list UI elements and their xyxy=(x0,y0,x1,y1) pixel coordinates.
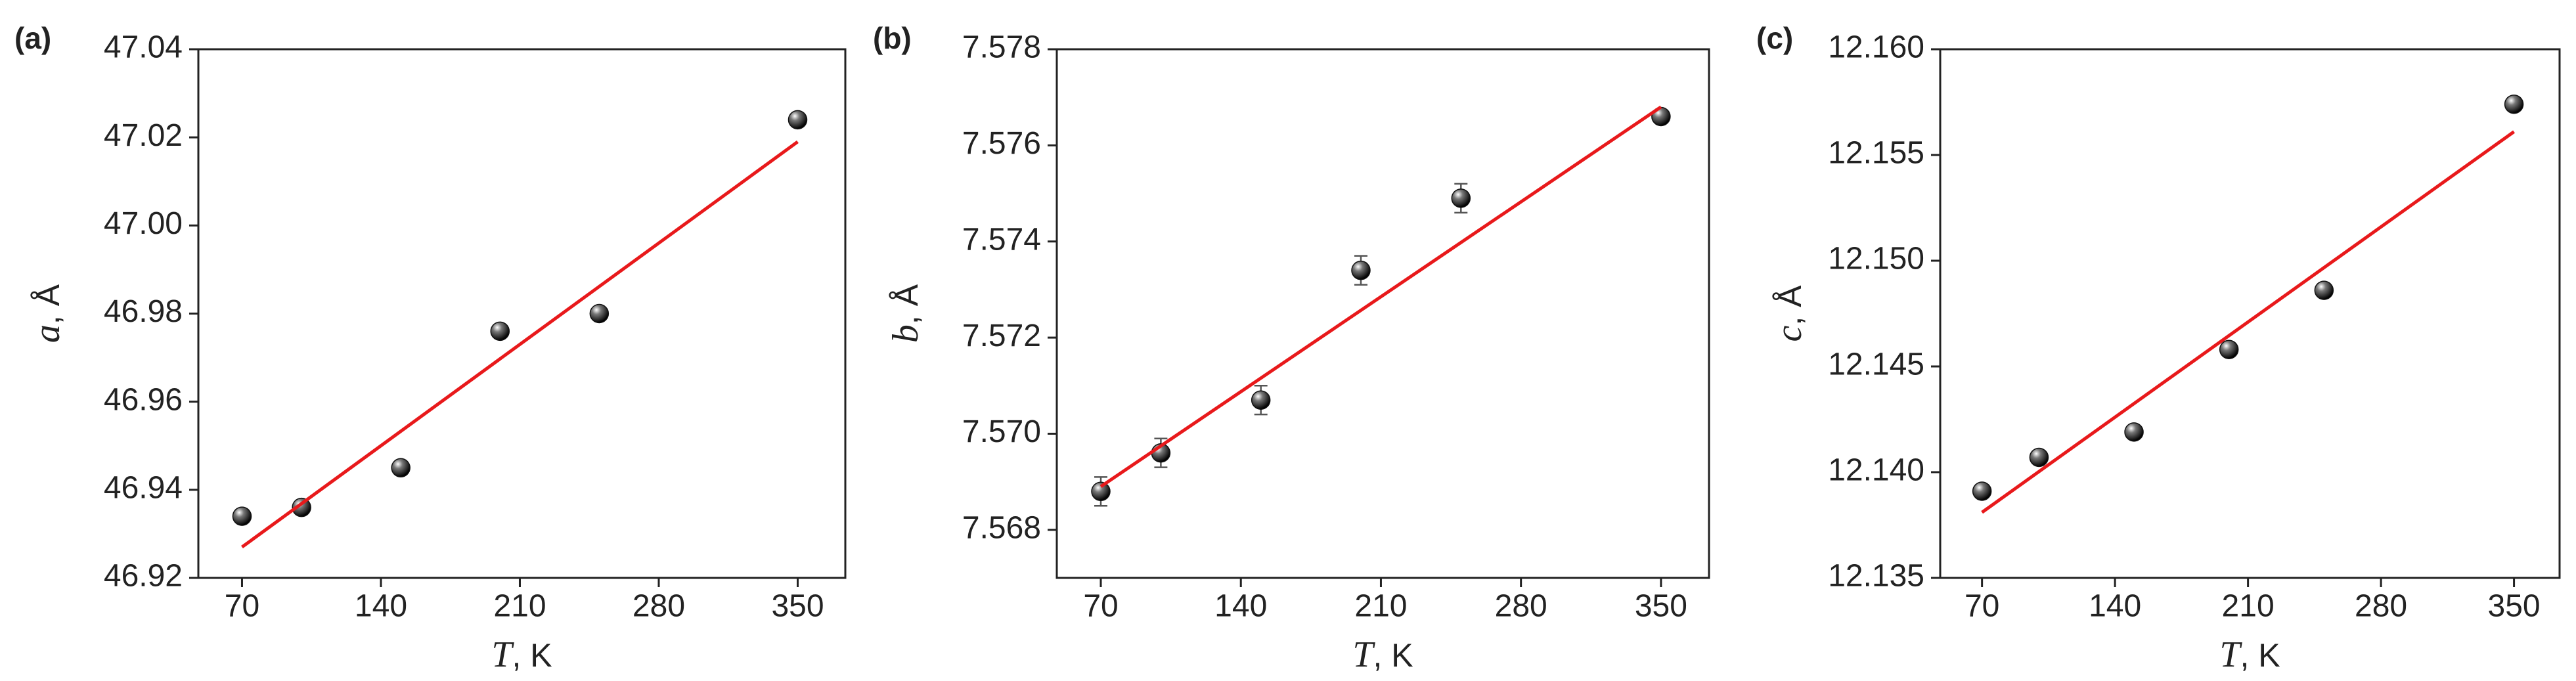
y-tick-label: 47.04 xyxy=(104,30,183,65)
y-tick-label: 12.150 xyxy=(1828,242,1924,276)
y-tick-label: 12.140 xyxy=(1828,453,1924,488)
x-tick-label: 280 xyxy=(2355,589,2407,624)
x-tick-label: 140 xyxy=(2089,589,2141,624)
x-tick-label: 350 xyxy=(771,589,824,624)
y-axis-label: a, Å xyxy=(27,284,68,343)
x-tick-label: 140 xyxy=(355,589,407,624)
y-tick-label: 7.568 xyxy=(962,510,1041,545)
y-tick-label: 12.135 xyxy=(1828,559,1924,594)
y-tick-label: 7.578 xyxy=(962,30,1041,65)
x-axis-variable: T xyxy=(1352,634,1375,675)
x-axis-unit: , K xyxy=(2240,637,2280,674)
x-tick-label: 70 xyxy=(1083,589,1118,624)
y-axis-variable: c xyxy=(1769,326,1810,342)
y-tick-label: 46.96 xyxy=(104,382,183,417)
x-axis-unit: , K xyxy=(1373,637,1413,674)
y-tick-label: 12.145 xyxy=(1828,347,1924,382)
y-tick-label: 46.94 xyxy=(104,471,183,506)
x-axis-label: T, K xyxy=(1352,634,1413,675)
x-tick-label: 210 xyxy=(1354,589,1407,624)
data-point xyxy=(292,497,311,517)
y-axis-variable: a xyxy=(27,324,68,343)
y-tick-label: 7.570 xyxy=(962,414,1041,449)
y-axis-unit: , Å xyxy=(30,284,66,324)
x-axis-variable: T xyxy=(2219,634,2242,675)
y-tick-label: 46.92 xyxy=(104,559,183,594)
chart: (b) 7.568 7.570 7.572 7.574 7.576 7.578 70 140 21… xyxy=(873,21,1710,675)
chart: (a) 46.92 46.94 46.96 46.98 47.00 47.02 47.04 70… xyxy=(14,21,847,675)
data-point xyxy=(2124,422,2144,442)
x-axis-label: T, K xyxy=(2219,634,2280,675)
y-tick-label: 7.576 xyxy=(962,126,1041,161)
y-axis-unit: , Å xyxy=(888,284,925,324)
y-tick-label: 7.574 xyxy=(962,222,1041,257)
y-tick-label: 7.572 xyxy=(962,319,1041,353)
x-tick-label: 210 xyxy=(493,589,546,624)
x-tick-label: 350 xyxy=(1635,589,1687,624)
y-axis-label: c, Å xyxy=(1769,285,1810,342)
chart: (c) 12.135 12.140 12.145 12.150 12.155 12.160 7… xyxy=(1756,21,2561,675)
fit-line xyxy=(1099,105,1662,489)
data-point xyxy=(589,303,610,324)
x-tick-label: 350 xyxy=(2488,589,2541,624)
y-tick-label: 47.00 xyxy=(104,206,183,241)
y-tick-label: 46.98 xyxy=(104,294,183,329)
x-axis-label: T, K xyxy=(491,634,552,675)
x-tick-label: 140 xyxy=(1214,589,1267,624)
data-point xyxy=(2219,340,2239,359)
panel-label: (c) xyxy=(1756,21,1793,55)
x-axis-unit: , K xyxy=(512,637,552,674)
x-tick-label: 280 xyxy=(1495,589,1547,624)
fit-line xyxy=(240,140,799,549)
y-axis-label: b, Å xyxy=(885,284,926,343)
panel-label: (b) xyxy=(873,21,912,55)
data-point xyxy=(1351,260,1371,280)
data-point xyxy=(232,506,252,526)
x-tick-label: 70 xyxy=(225,589,259,624)
y-tick-label: 12.160 xyxy=(1828,30,1924,65)
x-tick-label: 280 xyxy=(633,589,685,624)
y-axis-unit: , Å xyxy=(1771,285,1808,326)
data-point xyxy=(1251,390,1271,410)
plot-frame xyxy=(1055,48,1710,579)
data-point xyxy=(2504,94,2524,114)
data-point xyxy=(1451,188,1471,208)
x-tick-label: 70 xyxy=(1965,589,1999,624)
plot-frame xyxy=(1939,48,2561,579)
x-tick-label: 210 xyxy=(2222,589,2275,624)
x-axis-variable: T xyxy=(491,634,514,675)
fit-line xyxy=(1981,130,2516,514)
data-point xyxy=(2029,447,2049,468)
panel-label: (a) xyxy=(14,21,51,55)
data-point xyxy=(788,110,808,130)
data-point xyxy=(391,458,411,478)
y-axis-variable: b xyxy=(885,324,926,343)
y-tick-label: 47.02 xyxy=(104,118,183,153)
data-point xyxy=(1091,481,1111,502)
plot-frame xyxy=(197,48,847,579)
data-point xyxy=(1972,481,1992,501)
data-point xyxy=(490,321,510,341)
data-point xyxy=(2314,280,2334,300)
y-tick-label: 12.155 xyxy=(1828,136,1924,171)
